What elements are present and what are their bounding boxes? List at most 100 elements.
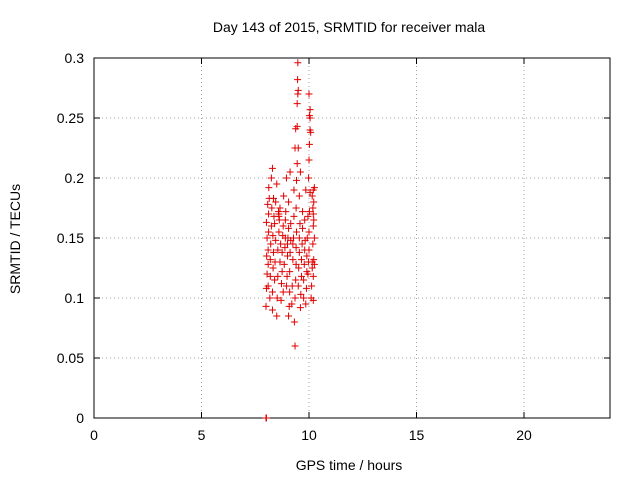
data-point <box>291 342 299 350</box>
data-point <box>267 240 275 248</box>
data-point <box>310 234 318 242</box>
data-point <box>309 240 317 248</box>
data-point <box>302 284 310 292</box>
data-point <box>281 216 289 224</box>
data-point <box>276 204 284 212</box>
data-point <box>302 300 310 308</box>
data-point <box>289 240 297 248</box>
data-point <box>270 248 278 256</box>
data-point <box>263 234 271 242</box>
data-point <box>294 144 302 152</box>
y-tick-label: 0.15 <box>57 230 84 246</box>
data-point <box>283 272 291 280</box>
data-point <box>288 300 296 308</box>
data-point <box>300 276 308 284</box>
data-point <box>264 260 272 268</box>
data-point <box>293 122 301 130</box>
data-point <box>294 282 302 290</box>
data-point <box>273 180 281 188</box>
data-point <box>302 186 310 194</box>
data-point <box>290 212 298 220</box>
data-point <box>268 288 276 296</box>
y-tick-label: 0.25 <box>57 110 84 126</box>
x-tick-label: 0 <box>90 427 98 443</box>
data-point <box>310 216 318 224</box>
data-point <box>303 252 311 260</box>
data-point <box>299 224 307 232</box>
data-point <box>297 290 305 298</box>
y-tick-label: 0 <box>76 410 84 426</box>
data-point <box>277 240 285 248</box>
data-point <box>285 312 293 320</box>
data-point <box>271 220 279 228</box>
data-point <box>286 168 294 176</box>
data-point <box>288 282 296 290</box>
plot-frame <box>93 57 611 419</box>
y-tick-label: 0.05 <box>57 350 84 366</box>
data-point <box>266 294 274 302</box>
data-point <box>309 210 317 218</box>
data-point <box>280 192 288 200</box>
data-point <box>265 228 273 236</box>
x-tick-label: 20 <box>516 427 532 443</box>
data-point <box>272 198 280 206</box>
data-point <box>294 59 302 67</box>
data-point <box>309 204 317 212</box>
data-point <box>275 210 283 218</box>
data-point <box>305 246 313 254</box>
chart-title: Day 143 of 2015, SRMTID for receiver mal… <box>213 19 486 35</box>
data-point <box>271 276 279 284</box>
data-point <box>268 204 276 212</box>
data-point <box>281 244 289 252</box>
data-point <box>278 248 286 256</box>
data-point <box>297 256 305 264</box>
data-point <box>304 270 312 278</box>
data-point <box>290 186 298 194</box>
data-point <box>286 268 294 276</box>
data-point <box>296 168 304 176</box>
data-point <box>279 288 287 296</box>
data-point <box>284 252 291 260</box>
data-point <box>265 184 273 192</box>
data-point <box>309 222 317 230</box>
data-point <box>266 256 274 264</box>
axis-ticks: 0 5 10 15 20 0 0.05 0.1 0.15 0.2 0.25 0.3 <box>57 50 610 443</box>
data-point <box>274 246 282 254</box>
data-point <box>305 140 313 148</box>
data-point <box>279 222 287 230</box>
data-point <box>308 264 316 272</box>
data-point <box>295 192 303 200</box>
y-tick-label: 0.1 <box>65 290 85 306</box>
data-point <box>310 260 318 268</box>
data-point <box>267 174 275 182</box>
data-point <box>286 248 294 256</box>
data-point <box>277 296 285 304</box>
data-point <box>287 220 295 228</box>
data-point <box>299 208 307 216</box>
data-point <box>294 86 302 94</box>
data-point <box>269 264 277 272</box>
y-tick-label: 0.2 <box>65 170 85 186</box>
data-point <box>280 260 288 268</box>
y-axis-label: SRMTID / TECUs <box>7 184 23 294</box>
grid-lines <box>94 58 610 418</box>
data-point <box>297 272 305 280</box>
data-point <box>264 282 272 290</box>
data-point <box>290 318 298 326</box>
data-point <box>274 272 282 280</box>
data-point <box>273 294 281 302</box>
data-point <box>301 216 309 224</box>
data-point <box>292 204 300 212</box>
data-point <box>303 234 311 242</box>
data-point <box>286 288 294 296</box>
data-point <box>273 312 281 320</box>
data-point <box>296 304 304 312</box>
data-point <box>293 228 301 236</box>
data-point <box>289 256 297 264</box>
data-point <box>292 260 300 268</box>
data-point <box>262 414 270 422</box>
data-point <box>298 240 306 248</box>
data-point <box>308 192 316 200</box>
data-point <box>293 160 301 168</box>
